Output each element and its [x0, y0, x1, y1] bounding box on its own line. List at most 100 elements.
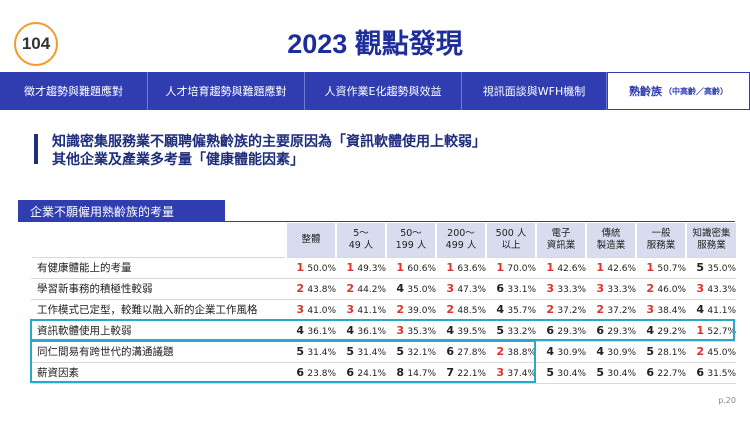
percent: 52.7%: [707, 327, 736, 337]
rank: 5: [396, 345, 404, 358]
rank: 3: [396, 324, 404, 337]
tab[interactable]: 徵才趨勢與難題應對: [0, 72, 148, 110]
cell: 5 30.4%: [536, 362, 586, 384]
rank: 1: [646, 261, 654, 274]
column-header-line: 以上: [501, 239, 521, 251]
rank: 6: [296, 366, 304, 379]
corner: [30, 223, 286, 258]
percent: 50.7%: [657, 264, 686, 274]
rank: 3: [446, 282, 454, 295]
cell: 4 30.9%: [536, 341, 586, 363]
percent: 35.7%: [507, 306, 536, 316]
column-header-line: 服務業: [697, 239, 726, 251]
row: 學習新事務的積極性較弱 2 43.8% 2 44.2% 4 35.0% 3 47.3% 6 33.1…: [31, 278, 736, 300]
rank: 3: [296, 303, 304, 316]
column-header-line: 199 人: [395, 239, 427, 251]
column-header: 200～ 499 人: [435, 223, 486, 258]
rank: 8: [396, 366, 404, 379]
column-header-line: 499 人: [445, 239, 477, 251]
cell: 1 63.6%: [436, 257, 486, 279]
percent: 30.9%: [607, 348, 636, 358]
rank: 2: [496, 345, 504, 358]
cell: 1 70.0%: [486, 257, 536, 279]
cell: 6 33.1%: [486, 278, 536, 300]
rank: 6: [696, 366, 704, 379]
percent: 33.1%: [507, 285, 536, 295]
rank: 6: [496, 282, 504, 295]
rank: 1: [496, 261, 504, 274]
cell: 1 50.7%: [636, 257, 686, 279]
percent: 29.3%: [607, 327, 636, 337]
percent: 33.2%: [507, 327, 536, 337]
column-header-line: 一般: [651, 227, 671, 239]
column-header-line: 製造業: [596, 239, 626, 251]
cell: 2 48.5%: [436, 299, 486, 321]
cell: 2 44.2%: [336, 278, 386, 300]
tab-bar: 徵才趨勢與難題應對 人才培育趨勢與難題應對 人資作業E化趨勢與效益 視訊面談與W…: [0, 72, 750, 110]
cell: 6 27.8%: [436, 341, 486, 363]
column-header-line: 整體: [301, 233, 321, 245]
column-header-line: 資訊業: [546, 239, 576, 251]
title: 2023 觀點發現: [287, 29, 463, 59]
column-header-line: 5～: [353, 227, 369, 239]
percent: 63.6%: [457, 264, 486, 274]
tab[interactable]: 視訊面談與WFH機制: [462, 72, 607, 110]
rank: 2: [646, 282, 654, 295]
percent: 36.1%: [307, 327, 336, 337]
highlight: [30, 340, 536, 383]
cell: 3 47.3%: [436, 278, 486, 300]
rank: 2: [546, 303, 554, 316]
percent: 31.5%: [707, 369, 736, 379]
rank: 3: [696, 282, 704, 295]
column-header-line: 49 人: [348, 239, 374, 251]
rank: 2: [296, 282, 304, 295]
percent: 30.4%: [557, 369, 586, 379]
column-header-line: 50～: [400, 227, 422, 239]
rank: 4: [646, 324, 654, 337]
rank: 1: [446, 261, 454, 274]
column-header: 整體: [285, 223, 336, 258]
rank: 4: [396, 282, 404, 295]
row-label: 學習新事務的積極性較弱: [31, 278, 286, 300]
percent: 27.8%: [457, 348, 486, 358]
column-header-line: 200～: [447, 227, 475, 239]
column-header-line: 服務業: [646, 239, 676, 251]
cell: 5 30.4%: [586, 362, 636, 384]
rank: 5: [296, 345, 304, 358]
rank: 6: [446, 345, 454, 358]
cell: 4 41.1%: [686, 299, 736, 321]
cell: 1 60.6%: [386, 257, 436, 279]
cell: 1 50.0%: [286, 257, 336, 279]
percent: 47.3%: [457, 285, 486, 295]
cell: 6 22.7%: [636, 362, 686, 384]
cell: 3 38.4%: [636, 299, 686, 321]
percent: 24.1%: [357, 369, 386, 379]
row-label: 同仁間易有跨世代的溝通議題: [31, 341, 286, 363]
headline: 知識密集服務業不願聘僱熟齡族的主要原因為「資訊軟體使用上較弱」: [52, 134, 486, 150]
cell: 2 38.8%: [486, 341, 536, 363]
rank: 7: [446, 366, 454, 379]
percent: 30.9%: [557, 348, 586, 358]
rank: 1: [346, 261, 354, 274]
column-header-line: 電子: [551, 227, 571, 239]
tab[interactable]: 人資作業E化趨勢與效益: [305, 72, 462, 110]
page-number: p.20: [718, 396, 736, 405]
percent: 44.2%: [357, 285, 386, 295]
column-header: 電子 資訊業: [535, 223, 586, 258]
rank: 3: [646, 303, 654, 316]
rank: 4: [296, 324, 304, 337]
rank: 5: [596, 366, 604, 379]
rank: 1: [696, 324, 704, 337]
percent: 41.1%: [707, 306, 736, 316]
rank: 4: [446, 324, 454, 337]
percent: 38.4%: [657, 306, 686, 316]
column-header-line: 500 人: [495, 227, 527, 239]
column-header-line: 知識密集: [692, 227, 731, 239]
percent: 43.3%: [707, 285, 736, 295]
percent: 43.8%: [307, 285, 336, 295]
tab[interactable]: 人才培育趨勢與難題應對: [148, 72, 305, 110]
table: 整體 5～ 49 人 50～ 199 人 200～ 499 人 500 人以上 電子 資訊業 傳統製…: [30, 223, 736, 384]
percent: 29.2%: [657, 327, 686, 337]
tab[interactable]: 熟齡族 （中高齡／高齡）: [607, 72, 750, 110]
